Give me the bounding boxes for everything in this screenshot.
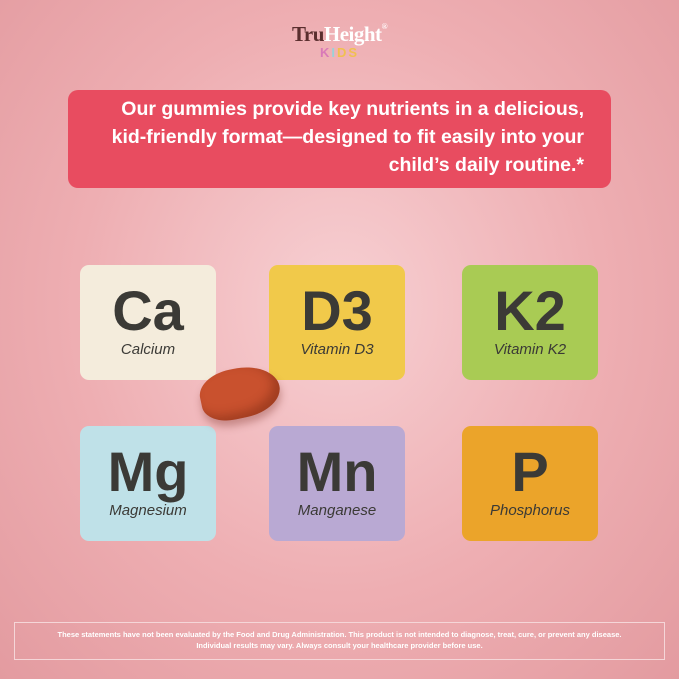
nutrient-name: Phosphorus [489,502,571,519]
nutrient-name: Calcium [120,341,176,358]
headline-banner: Our gummies provide key nutrients in a d… [68,90,611,188]
nutrient-name: Vitamin K2 [493,341,567,358]
logo-height: Height [323,22,382,46]
logo-tru: Tru [291,22,324,46]
nutrient-tile-calcium: Ca Calcium [80,265,216,380]
disclaimer-line-2: Individual results may vary. Always cons… [196,641,483,650]
nutrient-name: Manganese [297,502,377,519]
nutrient-tile-manganese: Mn Manganese [269,426,405,541]
kids-letter: K [319,45,332,60]
nutrient-symbol: K2 [494,279,566,342]
brand-logo: TruHeight® KIDS [0,22,679,60]
kids-letter: S [348,45,360,60]
kids-letter: D [336,45,349,60]
registered-mark: ® [381,22,388,31]
fda-disclaimer: These statements have not been evaluated… [14,622,665,660]
nutrient-tile-magnesium: Mg Magnesium [80,426,216,541]
nutrient-symbol: Mg [107,440,189,503]
kids-letter: I [331,45,337,60]
nutrient-tile-vitamin-d3: D3 Vitamin D3 [269,265,405,380]
nutrient-symbol: Mn [296,440,378,503]
nutrient-symbol: D3 [301,279,373,342]
logo-kids: KIDS [0,45,679,60]
disclaimer-line-1: These statements have not been evaluated… [57,630,622,639]
nutrient-name: Magnesium [109,502,187,519]
nutrient-symbol: P [511,440,549,503]
nutrient-tile-phosphorus: P Phosphorus [462,426,598,541]
nutrient-name: Vitamin D3 [300,341,374,358]
nutrient-symbol: Ca [112,279,184,342]
nutrient-tile-vitamin-k2: K2 Vitamin K2 [462,265,598,380]
